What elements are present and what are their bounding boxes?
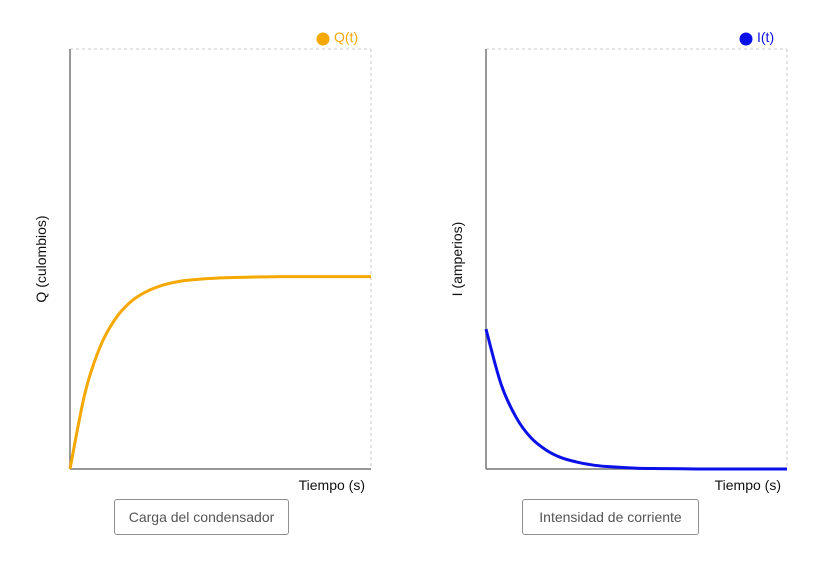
legend-label-q: Q(t) <box>334 29 358 45</box>
x-axis-label: Tiempo (s) <box>715 477 781 493</box>
chart-charge: Q(t) Tiempo (s) Q (culombios) <box>33 29 372 493</box>
x-axis-label: Tiempo (s) <box>299 477 365 493</box>
charge-button[interactable]: Carga del condensador <box>114 499 289 535</box>
y-axis-label: I (amperios) <box>449 222 465 297</box>
y-axis-label: Q (culombios) <box>33 215 49 302</box>
current-button[interactable]: Intensidad de corriente <box>522 499 699 535</box>
legend-marker-i <box>739 32 753 46</box>
legend-label-i: I(t) <box>757 29 774 45</box>
chart-current: I(t) Tiempo (s) I (amperios) <box>449 29 788 493</box>
series-line-i <box>484 328 787 471</box>
legend-marker-q <box>316 32 330 46</box>
series-line-q <box>68 275 371 470</box>
